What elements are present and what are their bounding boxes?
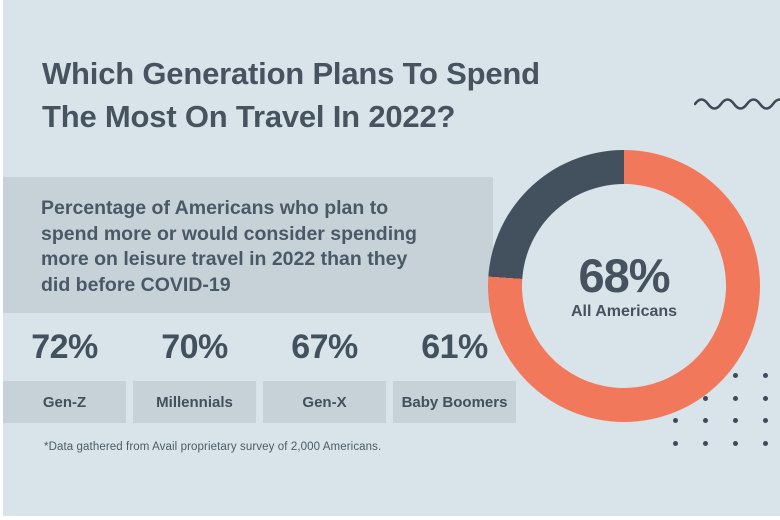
dot-icon: [763, 418, 768, 424]
stat-gen-x: 67% Gen-X: [263, 330, 386, 423]
donut-center-label: All Americans: [570, 302, 678, 320]
page-title: Which Generation Plans To Spend The Most …: [42, 52, 540, 138]
dot-icon: [673, 441, 678, 447]
stat-label: Baby Boomers: [401, 393, 508, 411]
dot-icon: [733, 395, 738, 401]
infographic-canvas: Which Generation Plans To Spend The Most …: [3, 0, 780, 516]
donut-chart: 68% All Americans: [488, 150, 760, 422]
generation-stats: 72% Gen-Z 70% Millennials 67% Gen-X 61% …: [3, 330, 516, 423]
stat-value: 72%: [31, 328, 98, 366]
dot-icon: [763, 395, 768, 401]
stat-value: 67%: [291, 328, 358, 366]
dot-icon: [763, 441, 768, 447]
stat-label-box: Gen-X: [263, 381, 386, 423]
title-line-2: The Most On Travel In 2022?: [42, 99, 456, 134]
dot-icon: [703, 395, 708, 401]
subtitle-line-4: did before COVID-19: [41, 273, 231, 296]
stat-label: Gen-Z: [42, 393, 87, 411]
subtitle-panel: Percentage of Americans who plan to spend…: [3, 177, 493, 313]
dots-pattern-icon: [673, 373, 771, 449]
stat-millennials: 70% Millennials: [133, 330, 256, 423]
dot-icon: [733, 441, 738, 447]
subtitle-line-2: spend more or would consider spending: [41, 222, 417, 245]
dot-icon: [703, 418, 708, 424]
stat-label: Gen-X: [302, 393, 347, 411]
dot-icon: [673, 418, 678, 424]
subtitle-text: Percentage of Americans who plan to spend…: [41, 196, 471, 298]
stat-value: 61%: [421, 328, 488, 366]
squiggle-icon: [694, 98, 780, 110]
stat-label: Millennials: [156, 393, 233, 411]
subtitle-line-1: Percentage of Americans who plan to: [41, 197, 389, 219]
dot-icon: [733, 418, 738, 424]
title-line-1: Which Generation Plans To Spend: [42, 56, 540, 91]
footnote: *Data gathered from Avail proprietary su…: [44, 441, 382, 453]
stat-gen-z: 72% Gen-Z: [3, 330, 126, 423]
subtitle-line-3: more on leisure travel in 2022 than they: [41, 248, 408, 270]
stat-label-box: Millennials: [133, 381, 256, 423]
stat-baby-boomers: 61% Baby Boomers: [393, 330, 516, 423]
donut-center-value: 68%: [578, 248, 670, 302]
stat-label-box: Baby Boomers: [393, 381, 516, 423]
dot-icon: [733, 373, 738, 378]
donut-center: 68% All Americans: [522, 184, 726, 388]
dot-icon: [763, 373, 768, 378]
dot-icon: [703, 441, 708, 447]
stat-value: 70%: [161, 328, 228, 366]
stat-label-box: Gen-Z: [3, 381, 126, 423]
